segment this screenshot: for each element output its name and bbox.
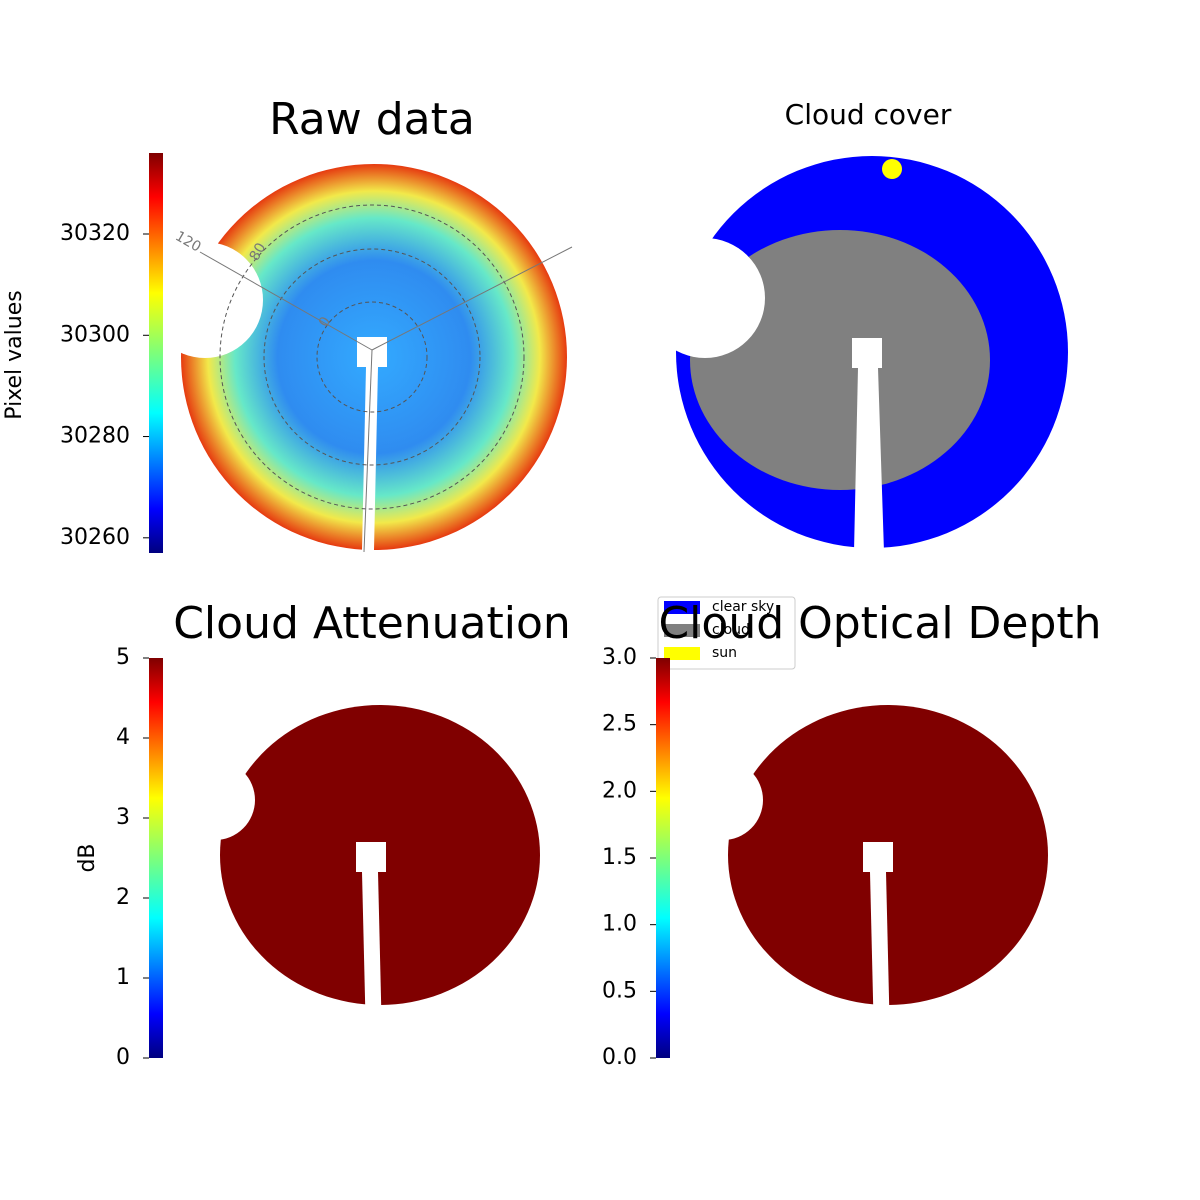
legend-label: sun: [712, 645, 737, 661]
colorbar-tick-label: 2.5: [602, 712, 637, 737]
legend-swatch: [664, 624, 700, 637]
panel-title: Cloud cover: [785, 98, 952, 131]
optical-depth-image: [683, 705, 1048, 1040]
colorbar-tick-label: 30320: [60, 221, 130, 246]
colorbar-tick-label: 30280: [60, 424, 130, 449]
panel-title: Raw data: [269, 94, 475, 145]
legend-label: clear sky: [712, 599, 774, 615]
colorbar-tick-label: 1.5: [602, 845, 637, 870]
panel-title: Cloud Attenuation: [173, 598, 571, 649]
colorbar: [656, 658, 670, 1058]
polar-label: 80: [247, 240, 270, 263]
colorbar-tick-label: 0.0: [602, 1045, 637, 1070]
colorbar-tick-label: 4: [116, 725, 130, 750]
colorbar-tick-label: 2.0: [602, 778, 637, 803]
attenuation-image: [175, 705, 540, 1040]
colorbar-tick-label: 1: [116, 965, 130, 990]
legend-swatch: [664, 647, 700, 660]
cloud-cover-image: [645, 156, 1068, 552]
colorbar-label: dB: [75, 843, 100, 872]
colorbar: [149, 658, 163, 1058]
colorbar-tick-label: 5: [116, 645, 130, 670]
colorbar-tick-label: 0: [116, 1045, 130, 1070]
legend-swatch: [664, 601, 700, 614]
colorbar-tick-label: 3: [116, 805, 130, 830]
panel-title: Cloud Optical Depth: [658, 598, 1101, 649]
legend: clear sky cloud sun: [657, 596, 796, 670]
legend-label: cloud: [712, 622, 750, 638]
colorbar: [149, 153, 163, 553]
raw-image: [147, 164, 573, 553]
colorbar-tick-label: 0.5: [602, 978, 637, 1003]
colorbar-tick-label: 30260: [60, 525, 130, 550]
colorbar-tick-label: 1.0: [602, 912, 637, 937]
colorbar-tick-label: 30300: [60, 322, 130, 347]
colorbar-tick-label: 3.0: [602, 645, 637, 670]
colorbar-label: Pixel values: [2, 290, 27, 419]
colorbar-tick-label: 2: [116, 885, 130, 910]
